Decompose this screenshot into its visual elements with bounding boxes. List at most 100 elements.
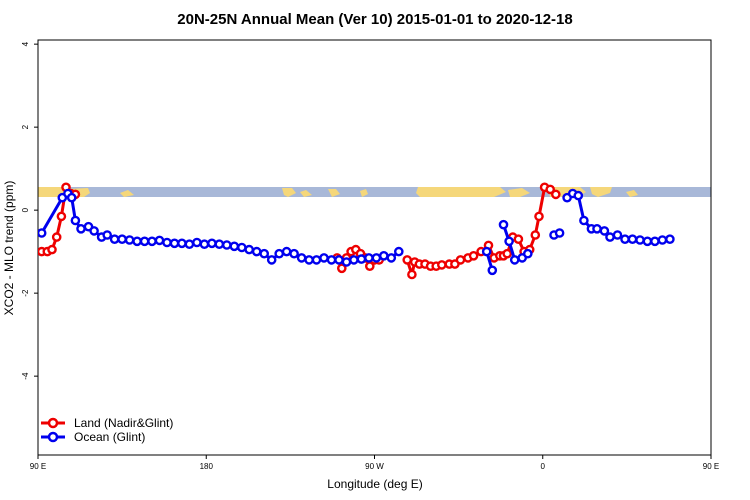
data-point bbox=[573, 190, 584, 201]
y-axis-label: XCO2 - MLO trend (ppm) bbox=[2, 181, 16, 316]
data-point bbox=[192, 237, 202, 248]
data-point bbox=[102, 230, 112, 240]
data-point bbox=[336, 263, 347, 274]
data-point bbox=[117, 234, 127, 244]
legend-item-land: Land (Nadir&Glint) bbox=[41, 416, 173, 430]
data-point bbox=[481, 246, 492, 257]
data-point bbox=[281, 246, 292, 257]
data-point bbox=[551, 189, 561, 200]
data-point bbox=[657, 235, 668, 245]
data-point bbox=[349, 255, 359, 265]
data-point bbox=[378, 250, 389, 261]
legend-ocean-marker bbox=[47, 431, 59, 443]
data-point bbox=[650, 236, 660, 247]
y-tick-label: 0 bbox=[21, 207, 30, 212]
data-point bbox=[236, 242, 247, 253]
data-point bbox=[545, 184, 556, 195]
data-point bbox=[274, 248, 285, 259]
data-point bbox=[326, 255, 337, 265]
data-point bbox=[635, 235, 645, 245]
legend-item-ocean: Ocean (Glint) bbox=[41, 430, 145, 444]
data-point bbox=[504, 236, 514, 247]
data-point bbox=[386, 253, 397, 263]
data-point bbox=[554, 228, 565, 238]
data-point bbox=[89, 226, 99, 236]
x-axis-label: Longitude (deg E) bbox=[327, 477, 422, 491]
x-tick-label: 0 bbox=[541, 462, 546, 471]
data-point bbox=[304, 255, 314, 265]
data-point bbox=[436, 260, 447, 270]
data-point bbox=[38, 228, 47, 238]
legend-land-label: Land (Nadir&Glint) bbox=[74, 416, 173, 430]
data-point bbox=[356, 254, 367, 264]
map-strip-ocean bbox=[38, 187, 711, 197]
data-point bbox=[502, 248, 513, 259]
data-point bbox=[177, 238, 187, 249]
data-point bbox=[627, 234, 638, 244]
data-point bbox=[612, 230, 623, 240]
series-land bbox=[38, 182, 561, 280]
data-point bbox=[665, 234, 675, 244]
data-point bbox=[455, 255, 466, 265]
map-strip-land bbox=[38, 187, 638, 197]
data-point bbox=[642, 236, 653, 247]
data-point bbox=[289, 248, 299, 259]
data-point bbox=[296, 253, 307, 263]
data-point bbox=[169, 238, 180, 249]
data-point bbox=[214, 239, 225, 249]
data-point bbox=[364, 253, 374, 263]
data-point bbox=[599, 226, 610, 236]
data-point bbox=[487, 265, 498, 276]
y-tick-label: -2 bbox=[21, 289, 30, 297]
data-point bbox=[311, 255, 322, 265]
data-point bbox=[47, 244, 57, 255]
data-point bbox=[534, 211, 544, 222]
data-point bbox=[498, 219, 509, 230]
data-point bbox=[184, 239, 195, 249]
data-point bbox=[124, 235, 135, 245]
y-tick-label: 2 bbox=[21, 124, 30, 129]
data-point bbox=[259, 248, 270, 259]
x-tick-label: 90 E bbox=[30, 462, 46, 471]
series-layer bbox=[38, 182, 675, 280]
data-point bbox=[139, 236, 150, 247]
data-point bbox=[402, 255, 413, 265]
legend-land-marker bbox=[47, 417, 59, 429]
data-point bbox=[371, 253, 382, 263]
data-point bbox=[579, 215, 589, 226]
chart-title: 20N-25N Annual Mean (Ver 10) 2015-01-01 … bbox=[177, 11, 572, 28]
data-point bbox=[199, 239, 210, 249]
data-point bbox=[251, 246, 262, 257]
data-point bbox=[207, 238, 217, 249]
data-point bbox=[319, 253, 329, 263]
y-axis: -4 -2 0 2 4 bbox=[21, 41, 38, 380]
legend-ocean-label: Ocean (Glint) bbox=[74, 430, 145, 444]
plot-frame bbox=[37, 39, 712, 456]
y-tick-label: -4 bbox=[21, 372, 30, 380]
data-point bbox=[70, 215, 81, 226]
data-point bbox=[132, 236, 142, 247]
x-tick-label: 90 E bbox=[703, 462, 719, 471]
series-ocean bbox=[38, 188, 675, 276]
data-point bbox=[244, 244, 254, 255]
data-point bbox=[154, 235, 165, 246]
data-point bbox=[341, 257, 352, 267]
data-point bbox=[407, 269, 417, 280]
data-point bbox=[523, 248, 533, 259]
data-point bbox=[56, 211, 67, 222]
data-point bbox=[162, 237, 172, 248]
data-point bbox=[468, 250, 479, 261]
x-tick-label: 180 bbox=[200, 462, 214, 471]
data-point bbox=[266, 255, 277, 265]
data-point bbox=[109, 234, 120, 244]
data-point bbox=[66, 192, 77, 203]
data-point bbox=[334, 255, 344, 265]
data-point bbox=[51, 232, 62, 242]
data-point bbox=[509, 255, 520, 265]
data-point bbox=[393, 246, 404, 257]
data-point bbox=[620, 234, 630, 244]
data-point bbox=[605, 232, 615, 242]
legend: Land (Nadir&Glint) Ocean (Glint) bbox=[41, 416, 173, 444]
data-point bbox=[513, 234, 524, 244]
